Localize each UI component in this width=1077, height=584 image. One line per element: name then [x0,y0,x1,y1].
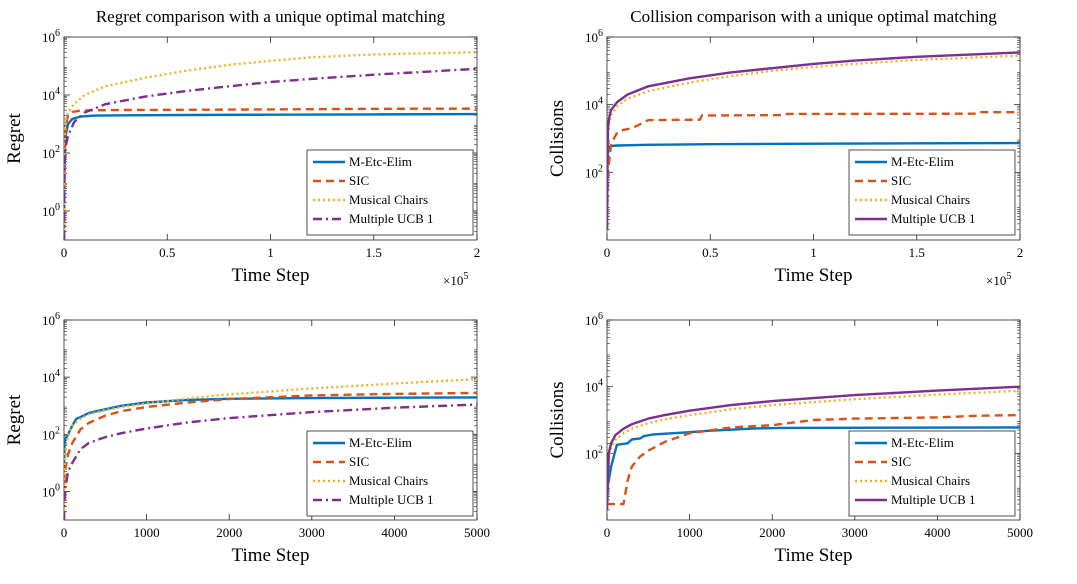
legend-entry: Musical Chairs [349,473,428,488]
x-tick-label: 1 [267,245,274,260]
x-tick-label: 2000 [216,525,242,540]
legend: M-Etc-Elim SIC Musical Chairs Multiple UCB … [849,431,1015,516]
x-axis-label: Time Step [232,545,310,566]
y-tick-label: 104 [585,96,603,113]
legend-entry: SIC [891,173,911,188]
x-tick-label: 4000 [381,525,407,540]
legend-entry: SIC [891,454,911,469]
subplot-4: 102 104 106 0 1000 2000 3000 4000 5000 Time Step C… [547,311,1033,566]
legend: M-Etc-Elim SIC Musical Chairs Multiple UCB … [849,150,1015,235]
x-tick-label: 3000 [842,525,868,540]
y-axis-label: Regret [4,394,25,445]
y-tick-label: 102 [585,163,603,180]
y-axis-label: Collisions [547,381,568,458]
subplot-1: 100 102 104 106 0 0.5 1 1.5 2 ×105 Regret comparis… [4,7,480,288]
subplot-3: 100 102 104 106 0 1000 2000 3000 4000 5000 Time St… [4,311,490,566]
x-tick-label: 4000 [924,525,950,540]
x-tick-label: 1 [810,245,817,260]
legend-entry: Multiple UCB 1 [891,492,976,507]
legend-entry: SIC [349,454,369,469]
x-tick-label: 0 [604,525,611,540]
x-tick-label: 0 [604,245,611,260]
x-tick-label: 0.5 [159,245,175,260]
x-axis-label: Time Step [775,265,853,286]
x-tick-label: 2 [474,245,481,260]
y-tick-label: 106 [585,28,603,45]
y-tick-label: 104 [42,368,60,385]
y-tick-label: 102 [42,425,60,442]
x-tick-label: 1.5 [909,245,925,260]
y-axis-label: Regret [4,112,25,163]
legend-entry: M-Etc-Elim [349,154,412,169]
x-tick-label: 0 [61,245,68,260]
legend-entry: Multiple UCB 1 [349,211,434,226]
y-tick-label: 106 [42,311,60,328]
legend-entry: M-Etc-Elim [891,435,954,450]
x-multiplier: ×105 [986,271,1011,288]
legend-entry: SIC [349,173,369,188]
legend-entry: Musical Chairs [891,473,970,488]
x-tick-label: 2 [1017,245,1024,260]
legend: M-Etc-Elim SIC Musical Chairs Multiple UCB … [307,431,473,516]
x-tick-label: 5000 [1007,525,1033,540]
y-axis-label: Collisions [547,100,568,177]
x-tick-label: 5000 [464,525,490,540]
chart-title: Regret comparison with a unique optimal … [96,7,446,26]
x-axis-label: Time Step [232,265,310,286]
chart-title: Collision comparison with a unique optim… [630,7,997,26]
legend-entry: M-Etc-Elim [349,435,412,450]
x-tick-label: 2000 [759,525,785,540]
y-tick-label: 102 [42,144,60,161]
x-tick-label: 1000 [134,525,160,540]
y-tick-label: 104 [585,378,603,395]
x-tick-label: 1.5 [366,245,382,260]
legend-entry: M-Etc-Elim [891,154,954,169]
x-tick-label: 0.5 [702,245,718,260]
legend-entry: Multiple UCB 1 [891,211,976,226]
y-tick-label: 102 [585,444,603,461]
y-tick-label: 106 [585,311,603,328]
subplot-2: 102 104 106 0 0.5 1 1.5 2 ×105 Collision comparis… [547,7,1023,288]
x-tick-label: 3000 [299,525,325,540]
legend-entry: Musical Chairs [349,192,428,207]
x-tick-label: 0 [61,525,68,540]
legend-entry: Musical Chairs [891,192,970,207]
x-multiplier: ×105 [443,271,468,288]
x-tick-label: 1000 [677,525,703,540]
y-tick-label: 106 [42,28,60,45]
y-tick-label: 100 [42,202,60,219]
legend: M-Etc-Elim SIC Musical Chairs Multiple UCB … [307,150,473,235]
y-tick-label: 100 [42,482,60,499]
y-tick-label: 104 [42,86,60,103]
x-axis-label: Time Step [775,545,853,566]
legend-entry: Multiple UCB 1 [349,492,434,507]
